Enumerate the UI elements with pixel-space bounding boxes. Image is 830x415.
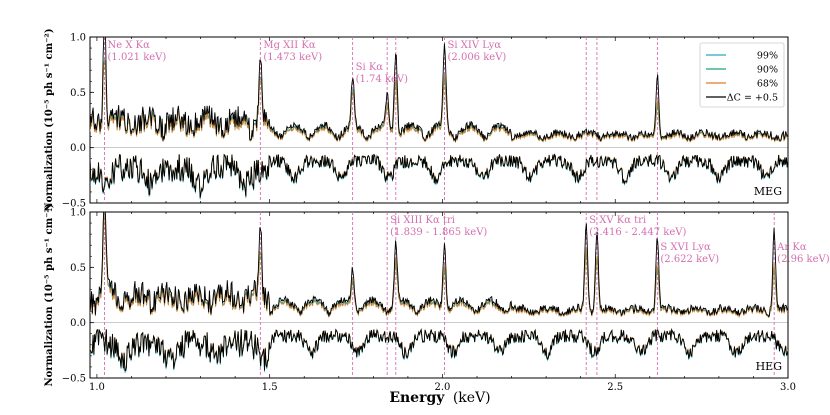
x-axis-label-unit: (keV) — [453, 390, 491, 406]
spectrum-group — [90, 37, 788, 200]
series-upper-line — [90, 212, 788, 318]
y-tick-label: 1.0 — [70, 33, 86, 44]
line-annotation: (2.416 - 2.447 keV) — [589, 227, 686, 238]
line-annotation: Si XIII Kα tri — [390, 215, 455, 226]
y-tick-label: 0.5 — [70, 263, 86, 274]
x-tick-label: 2.5 — [607, 382, 623, 393]
series-lower-line — [90, 153, 788, 200]
series-lower-line — [90, 153, 788, 198]
line-annotation: (2.622 keV) — [660, 254, 719, 265]
line-annotation: (1.473 keV) — [263, 52, 322, 63]
series-lower-line — [90, 153, 788, 197]
y-tick-label: 0.0 — [70, 143, 86, 154]
legend-box — [699, 42, 785, 108]
series-lower-line — [90, 328, 788, 372]
line-annotation: Mg XII Kα — [263, 40, 315, 51]
x-tick-label: 1.5 — [262, 382, 278, 393]
x-tick-label: 2.0 — [435, 382, 451, 393]
line-annotation: (1.021 keV) — [108, 52, 167, 63]
panel-label: HEG — [756, 360, 782, 373]
panel-label: MEG — [754, 185, 782, 198]
line-annotation: Ne X Kα — [108, 40, 151, 51]
line-annotation: S XVI Lyα — [660, 242, 711, 253]
x-tick-label: 1.0 — [89, 382, 105, 393]
meg-panel: −0.5 0.0 0.5 1.0 Normalization (10⁻⁵ ph s⁻¹ … — [44, 28, 789, 212]
plot-frame — [89, 211, 789, 379]
line-annotation: (2.006 keV) — [448, 52, 507, 63]
spectrum-group — [90, 212, 788, 373]
legend-entry: ΔC = +0.5 — [727, 93, 778, 104]
line-annotation: (1.74 keV) — [356, 74, 409, 85]
series-upper-line — [90, 212, 788, 319]
x-axis-label: Energy (keV) — [389, 390, 490, 406]
x-axis-label-bold: Energy — [389, 390, 445, 406]
legend-entry: 90% — [757, 65, 778, 76]
line-annotation: Ar Kα — [776, 242, 807, 253]
y-tick-label: 0.5 — [70, 88, 86, 99]
y-tick-label: 1.0 — [70, 208, 86, 219]
line-annotation: Si XIV Lyα — [448, 40, 502, 51]
line-annotation: S XV Kα tri — [589, 215, 646, 226]
plot-frame — [89, 36, 789, 204]
series-upper-line — [90, 37, 788, 143]
line-annotation: (2.96 keV) — [777, 254, 830, 265]
y-axis-label: Normalization (10⁻⁵ ph s⁻¹ cm⁻²) — [44, 203, 55, 386]
series-upper-line — [90, 60, 788, 144]
x-tick-label: 3.0 — [780, 382, 796, 393]
legend-entry: 99% — [757, 51, 778, 62]
line-annotation: Si Kα — [356, 62, 384, 73]
legend-entry: 68% — [757, 79, 778, 90]
y-axis-label: Normalization (10⁻⁵ ph s⁻¹ cm⁻²) — [44, 28, 55, 211]
line-annotation: (1.839 - 1.865 keV) — [390, 227, 487, 238]
y-tick-label: 0.0 — [70, 318, 86, 329]
heg-panel: −0.5 0.0 0.5 1.0 1.0 1.5 2.0 2.5 3.0 Normalizatio… — [44, 203, 830, 393]
y-tick-label: −0.5 — [62, 199, 86, 210]
y-tick-label: −0.5 — [62, 374, 86, 385]
